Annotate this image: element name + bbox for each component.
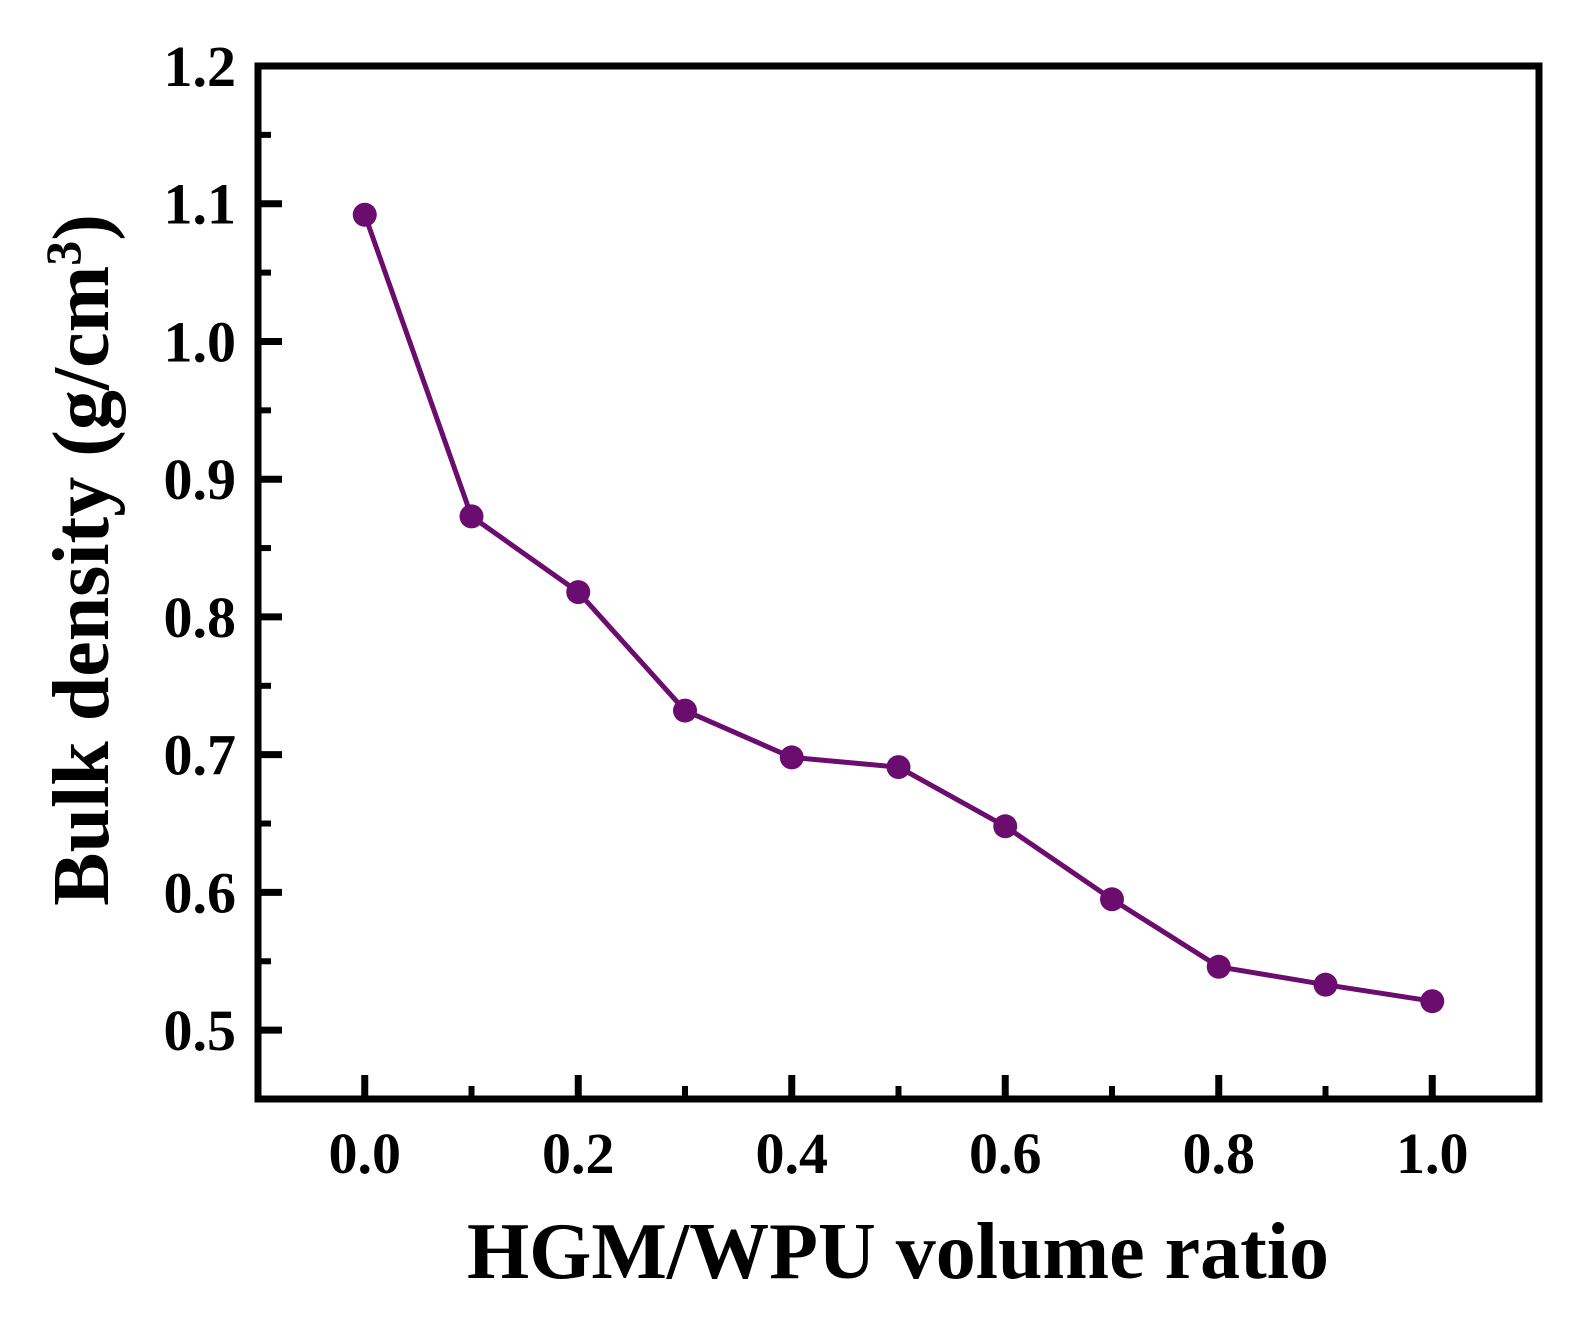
y-axis-title-main: Bulk density (g/cm xyxy=(38,266,126,906)
data-point xyxy=(459,504,484,529)
data-point xyxy=(1100,887,1124,912)
y-tick-label: 0.6 xyxy=(164,860,237,925)
y-axis: 0.5 0.6 0.7 0.8 0.9 1.0 1.1 1.2 xyxy=(164,34,282,1063)
series-layer xyxy=(352,202,1445,1014)
x-tick-label: 0.0 xyxy=(329,1121,402,1186)
y-tick-label: 1.0 xyxy=(164,309,237,374)
data-point xyxy=(993,814,1018,839)
data-point xyxy=(1206,954,1231,979)
y-axis-title: Bulk density (g/cm3) xyxy=(35,214,126,906)
data-point xyxy=(1420,989,1445,1014)
y-tick-label: 1.1 xyxy=(164,172,237,237)
y-tick-label: 0.7 xyxy=(164,723,237,788)
x-tick-label: 0.6 xyxy=(969,1121,1042,1186)
series-line xyxy=(362,213,1433,1004)
x-tick-label: 0.4 xyxy=(756,1121,829,1186)
y-tick-label: 0.8 xyxy=(164,585,237,650)
x-tick-label: 0.2 xyxy=(542,1121,615,1186)
data-point xyxy=(1313,972,1338,997)
data-point xyxy=(673,698,697,723)
data-point xyxy=(352,202,377,227)
y-tick-label: 0.9 xyxy=(164,447,237,512)
x-axis-title: HGM/WPU volume ratio xyxy=(467,1208,1329,1296)
plot-frame xyxy=(254,62,1543,1103)
x-tick-label: 0.8 xyxy=(1183,1121,1256,1186)
data-point xyxy=(779,745,804,770)
y-tick-label: 0.5 xyxy=(164,998,237,1063)
y-axis-title-superscript: 3 xyxy=(35,241,91,266)
data-point xyxy=(566,580,591,605)
y-axis-title-close: ) xyxy=(38,214,126,241)
x-axis: 0.0 0.2 0.4 0.6 0.8 1.0 xyxy=(329,1075,1469,1186)
y-tick-label: 1.2 xyxy=(164,34,237,99)
data-point xyxy=(886,755,911,780)
x-tick-label: 1.0 xyxy=(1396,1121,1469,1186)
